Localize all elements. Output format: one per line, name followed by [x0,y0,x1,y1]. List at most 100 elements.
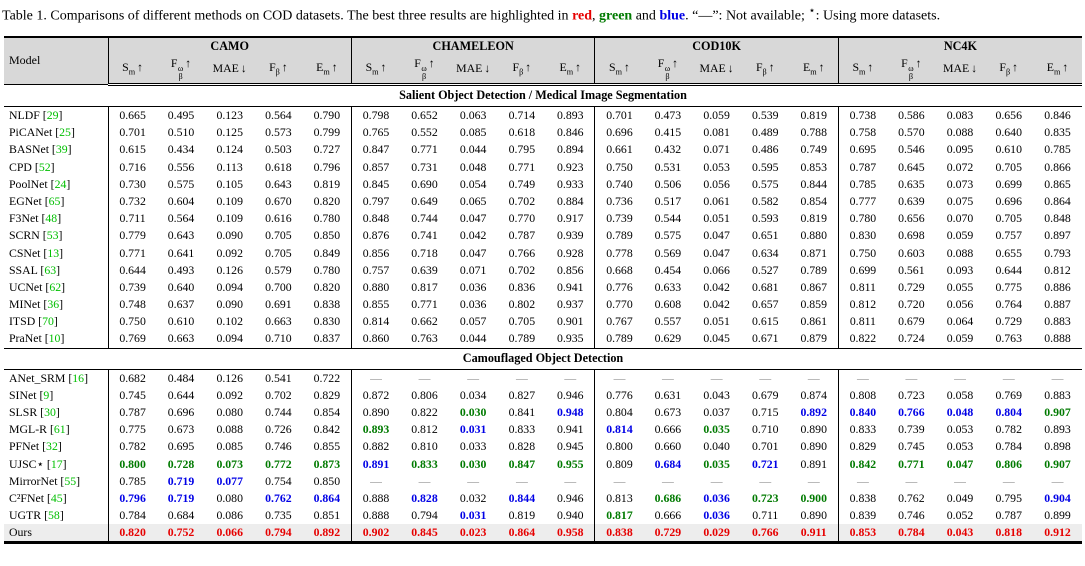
metric-value-cell: 0.820 [107,524,157,543]
metric-value-cell: 0.799 [313,125,341,140]
citation-link[interactable]: 65 [48,193,61,208]
metric-value-cell: 0.894 [557,142,584,157]
citation-link[interactable]: 61 [53,422,66,437]
citation-link[interactable]: 25 [59,125,71,140]
citation-link[interactable]: 58 [48,508,60,523]
model-name: CPD [9,159,32,174]
metric-value-cell: 0.643 [265,176,292,191]
metric-value-cell: 0.763 [411,331,438,346]
metric-value-cell: 0.771 [898,456,925,471]
metric-value-cell: 0.556 [167,159,195,174]
metric-value-cell: 0.847 [350,141,401,159]
metric-value-cell: 0.700 [265,279,292,294]
metric-value-cell: 0.739 [107,278,157,296]
metric-value-cell: 0.649 [411,193,438,208]
citation-link[interactable]: 45 [50,490,63,505]
metric-value-cell: 0.827 [508,387,536,402]
metric-value-cell: 0.890 [350,403,401,422]
metric-value-cell: 0.109 [216,193,243,208]
metric-value-cell: 0.495 [167,108,195,123]
not-available-cell: — [954,370,966,385]
metric-value-cell: 0.841 [508,405,536,420]
model-name-cell: MirrorNet [55] [9,473,81,488]
citation-link[interactable]: 39 [55,142,68,157]
table-row: F3Net [48] 0.711 0.564 0.109 0.616 0.780 0.848… [4,210,1082,228]
metric-value-cell: 0.113 [216,159,243,174]
model-name-cell: NLDF [29] [9,108,63,123]
paper-page: Table 1. Comparisons of different method… [0,3,1085,545]
citation-link[interactable]: 29 [46,108,59,123]
metric-value-cell: 0.673 [167,422,195,437]
citation-link[interactable]: 63 [44,262,57,277]
model-name-cell: UJSC⋆ [17] [9,456,67,471]
metric-value-cell: 0.767 [594,313,644,331]
metric-value-cell: 0.053 [946,439,974,454]
metric-header: Sm ↑ [350,54,401,86]
metric-value-cell: 0.705 [265,228,292,243]
caption-text: , [592,8,600,24]
metric-value-cell: 0.842 [837,455,887,473]
model-name: SSAL [9,262,38,277]
citation-link[interactable]: 36 [47,297,60,312]
down-arrow-icon: ↓ [971,60,978,75]
down-arrow-icon: ↓ [484,60,491,75]
up-arrow-icon: ↑ [915,55,922,70]
table-row: PFNet [32] 0.782 0.695 0.085 0.746 0.855 0.882… [4,438,1082,456]
citation-link[interactable]: 13 [47,245,60,260]
citation-link[interactable]: 16 [72,370,85,385]
metric-value-cell: 0.867 [800,279,827,294]
citation-link[interactable]: 48 [45,211,58,226]
metric-value-cell: 0.819 [800,211,827,226]
metric-value-cell: 0.790 [313,108,341,123]
metric-value-cell: 0.616 [265,211,292,226]
metric-value-cell: 0.036 [459,297,487,312]
metric-value-cell: 0.065 [459,193,487,208]
metric-value-cell: 0.035 [703,456,730,471]
citation-link[interactable]: 70 [42,314,54,329]
citation-link[interactable]: 9 [43,387,50,402]
metric-value-cell: 0.864 [508,525,536,540]
metric-value-cell: 0.837 [313,331,341,346]
citation-link[interactable]: 24 [54,176,67,191]
metric-value-cell: 0.864 [1044,193,1071,208]
model-name-cell: PiCANet [25] [9,125,75,140]
table-row: SLSR [30] 0.787 0.696 0.080 0.744 0.854 0.890 0… [4,403,1082,422]
table-row: MGL-R [61] 0.775 0.673 0.088 0.726 0.842 0.893… [4,421,1082,439]
metric-value-cell: 0.710 [752,422,779,437]
model-name: ANet_SRM [9,370,66,385]
citation-link[interactable]: 52 [38,159,51,174]
metric-subscript: β [1005,67,1011,77]
citation-link[interactable]: 62 [49,279,62,294]
metric-value-cell: 0.701 [752,439,779,454]
citation-link[interactable]: 53 [46,228,59,243]
metric-value-cell: 0.059 [946,331,974,346]
metric-value-cell: 0.884 [557,193,584,208]
metric-value-cell: 0.698 [898,228,925,243]
metric-value-cell: 0.888 [350,489,401,508]
table-row: Ours 0.820 0.752 0.066 0.794 0.892 0.902 0.845 0… [4,524,1082,543]
metric-value-cell: 0.727 [313,142,341,157]
metric-header: Fβ ↑ [984,54,1034,86]
citation-link[interactable]: 17 [50,456,63,471]
metric-value-cell: 0.800 [107,455,157,473]
metric-value-cell: 0.795 [508,142,536,157]
metric-value-cell: 0.047 [459,245,487,260]
citation-link[interactable]: 30 [44,405,56,420]
not-available-cell: — [418,370,431,385]
citation-link[interactable]: 55 [64,473,77,488]
metric-value-cell: 0.531 [654,159,682,174]
metric-value-cell: 0.615 [752,314,779,329]
citation-link[interactable]: 32 [46,439,58,454]
metric-value-cell: 0.728 [167,456,195,471]
metric-value-cell: 0.861 [800,314,827,329]
citation-link[interactable]: 10 [48,331,61,346]
metric-value-cell: 0.666 [654,422,682,437]
metric-value-cell: 0.857 [350,158,401,176]
metric-value-cell: 0.812 [837,296,887,314]
not-available-cell: — [418,473,431,488]
metric-value-cell: 0.811 [837,278,887,296]
table-row: ITSD [70] 0.750 0.610 0.102 0.663 0.830 0.814 0… [4,313,1082,331]
metric-value-cell: 0.883 [1044,314,1071,329]
metric-value-cell: 0.771 [107,244,157,262]
